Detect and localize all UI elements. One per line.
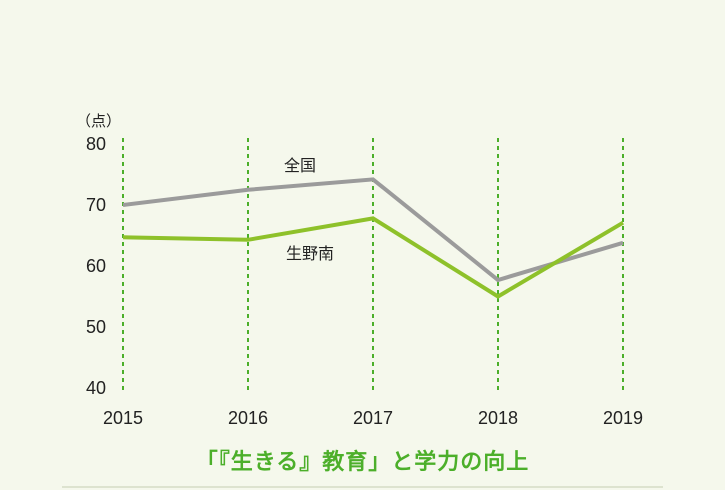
x-tick-2019: 2019: [603, 408, 643, 428]
y-tick-60: 60: [86, 256, 106, 276]
series-line-ikunominami: [122, 216, 625, 299]
y-tick-80: 80: [86, 134, 106, 154]
x-tick-2015: 2015: [103, 408, 143, 428]
series-label-ikunominami: 生野南: [286, 244, 334, 263]
y-tick-50: 50: [86, 317, 106, 337]
y-axis: （点） 80 70 60 50 40: [76, 112, 121, 398]
y-axis-unit: （点）: [76, 112, 121, 130]
bottom-divider: [62, 486, 663, 488]
series-line-national: [122, 177, 624, 283]
chart-caption: 「『生きる』教育」と学力の向上: [195, 450, 530, 475]
series-label-national: 全国: [284, 156, 316, 175]
x-tick-2018: 2018: [478, 408, 518, 428]
series-lines: [122, 177, 625, 299]
x-tick-2017: 2017: [353, 408, 393, 428]
y-tick-40: 40: [86, 378, 106, 398]
x-axis: 2015 2016 2017 2018 2019: [103, 408, 643, 428]
y-tick-70: 70: [86, 195, 106, 215]
x-tick-2016: 2016: [228, 408, 268, 428]
